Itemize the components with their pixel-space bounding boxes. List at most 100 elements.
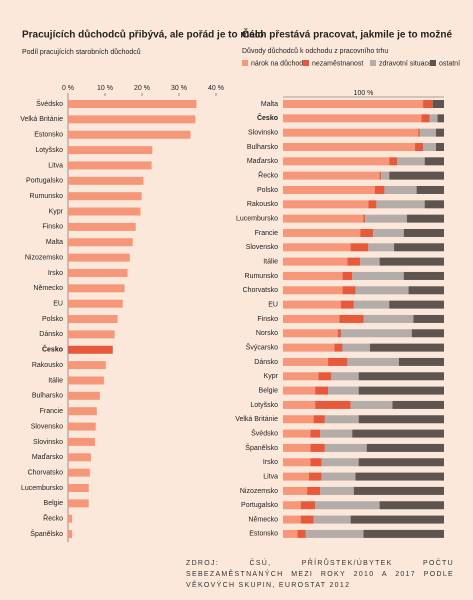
y-tick-label: Litva <box>48 162 63 169</box>
bar-segment <box>352 271 404 280</box>
bar-segment <box>424 157 444 166</box>
bar-segment <box>318 372 332 381</box>
y-tick-label: Velká Británie <box>20 116 63 123</box>
bar <box>68 238 133 247</box>
bar-segment <box>340 329 412 338</box>
y-tick-label: Portugalsko <box>241 502 278 509</box>
bar-segment <box>369 343 444 352</box>
bar <box>68 253 130 262</box>
bar-segment <box>415 142 424 151</box>
bar-segment <box>283 114 422 123</box>
bar-segment <box>355 472 444 481</box>
bar-segment <box>310 443 325 452</box>
bar-segment <box>353 486 444 495</box>
bar-segment <box>283 515 301 524</box>
chart-subtitle: Podíl pracujících starobních důchodců <box>22 48 141 56</box>
bar-segment <box>432 100 444 108</box>
bar <box>68 468 90 477</box>
y-tick-label: Belgie <box>44 500 64 507</box>
bar-segment <box>381 171 390 180</box>
bar <box>68 284 125 293</box>
bar-segment <box>283 329 338 338</box>
bar-segment <box>363 529 444 538</box>
bar-segment <box>347 257 361 266</box>
bar-segment <box>321 472 356 481</box>
bar-segment <box>283 128 419 137</box>
y-tick-label: Slovensko <box>31 423 63 430</box>
bar-segment <box>320 486 354 495</box>
y-tick-label: Švýcarsko <box>246 342 278 351</box>
x-tick-label: 0 % <box>62 85 74 92</box>
bar <box>68 330 115 339</box>
bar-segment <box>324 415 359 424</box>
y-tick-label: Norsko <box>256 330 278 337</box>
bar <box>68 268 128 277</box>
y-tick-label: Rumunsko <box>30 193 64 200</box>
bar-segment <box>423 142 436 151</box>
bar <box>68 146 153 155</box>
y-tick-label: Lotyšsko <box>35 147 63 154</box>
bar-segment <box>310 458 322 467</box>
y-tick-label: Německo <box>33 285 63 292</box>
bar-segment <box>350 515 444 524</box>
bar-segment <box>366 443 444 452</box>
y-tick-label: Švédsko <box>36 99 63 108</box>
y-tick-label: Španělsko <box>30 529 63 538</box>
y-tick-label: Chorvatsko <box>243 287 279 294</box>
bar-segment <box>389 157 398 166</box>
bar-segment <box>389 171 444 180</box>
bar-segment <box>435 128 444 137</box>
y-tick-label: Bulharsko <box>32 393 63 400</box>
y-tick-label: Švédsko <box>251 428 278 437</box>
bar-segment <box>283 458 311 467</box>
legend-label: ostatní <box>439 60 460 67</box>
bar-segment <box>283 501 301 510</box>
bar-segment <box>283 142 416 151</box>
bar-segment <box>376 200 425 209</box>
bar-segment <box>300 515 314 524</box>
bar-segment <box>379 257 444 266</box>
bar-segment <box>360 257 380 266</box>
bar-segment <box>283 157 390 166</box>
bar-segment <box>358 372 444 381</box>
bar-segment <box>411 329 444 338</box>
y-tick-label: Velká Británie <box>235 416 278 423</box>
bar-segment <box>358 458 444 467</box>
bar <box>68 222 136 231</box>
y-tick-label: Finsko <box>257 316 278 323</box>
bar-segment <box>379 171 382 180</box>
legend-swatch <box>370 60 376 66</box>
bar-segment <box>310 429 321 438</box>
bar-segment <box>321 458 359 467</box>
y-tick-label: Litva <box>263 473 278 480</box>
y-tick-label: Kypr <box>49 208 64 215</box>
legend-label: zdravotní situace <box>379 60 432 67</box>
bar <box>68 484 89 492</box>
legend-swatch <box>242 60 248 66</box>
bar-segment <box>334 343 343 352</box>
bar-segment <box>403 271 444 280</box>
bar-segment <box>342 343 370 352</box>
bar-segment <box>305 529 364 538</box>
bar <box>68 299 123 308</box>
y-tick-label: Finsko <box>42 224 63 231</box>
y-tick-label: Česko <box>257 113 278 122</box>
bar <box>68 130 191 139</box>
bar <box>68 207 141 216</box>
y-tick-label: Nizozemsko <box>240 488 278 495</box>
bar-segment <box>283 228 361 237</box>
bar-segment <box>307 486 321 495</box>
y-tick-label: Irsko <box>48 270 63 277</box>
bar <box>68 376 104 385</box>
bar <box>68 407 97 416</box>
legend-swatch <box>430 60 436 66</box>
bar-segment <box>368 200 377 209</box>
y-tick-label: Irsko <box>263 459 278 466</box>
y-tick-label: Nizozemsko <box>25 254 63 261</box>
y-tick-label: Maďarsko <box>32 454 63 461</box>
y-tick-label: EU <box>53 301 63 308</box>
bar-segment <box>358 415 444 424</box>
y-tick-label: Portugalsko <box>26 178 63 185</box>
bar <box>68 499 89 508</box>
bar-segment <box>350 400 393 409</box>
